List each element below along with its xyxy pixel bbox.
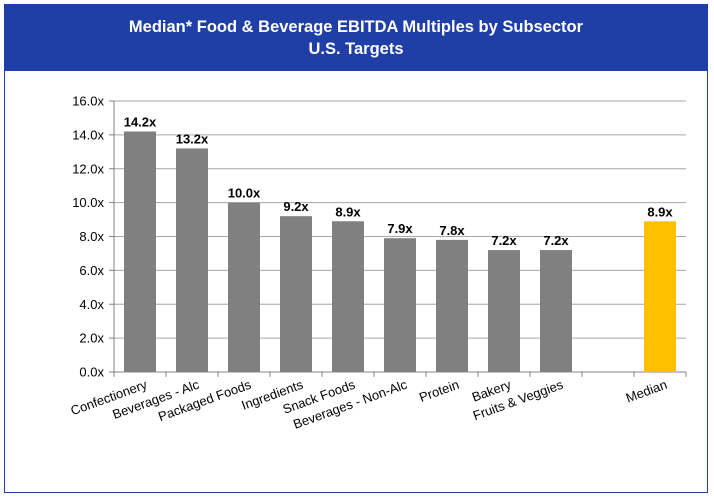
y-tick-label: 0.0x <box>79 365 104 380</box>
y-tick-label: 10.0x <box>72 195 104 210</box>
x-category-label: Protein <box>417 377 461 405</box>
y-tick-label: 6.0x <box>79 263 104 278</box>
y-tick-label: 14.0x <box>72 127 104 142</box>
data-label: 7.2x <box>543 233 569 248</box>
bar <box>488 250 520 372</box>
y-tick-label: 12.0x <box>72 161 104 176</box>
bar <box>332 221 364 372</box>
chart-title: Median* Food & Beverage EBITDA Multiples… <box>5 5 707 71</box>
bar <box>228 202 260 372</box>
median-bar <box>644 221 676 372</box>
data-label: 13.2x <box>176 131 209 146</box>
data-label: 8.9x <box>647 204 673 219</box>
bar <box>176 148 208 372</box>
chart-title-line-2: U.S. Targets <box>308 40 404 58</box>
data-label: 7.9x <box>387 221 413 236</box>
bar <box>436 239 468 372</box>
chart-frame: Median* Food & Beverage EBITDA Multiples… <box>4 4 708 493</box>
data-label: 7.8x <box>439 223 465 238</box>
data-label: 7.2x <box>491 233 517 248</box>
data-label: 14.2x <box>124 114 157 129</box>
bar <box>384 238 416 372</box>
data-label: 9.2x <box>283 199 309 214</box>
data-label: 10.0x <box>228 186 261 201</box>
y-tick-label: 8.0x <box>79 229 104 244</box>
bar <box>540 250 572 372</box>
data-label: 8.9x <box>335 204 361 219</box>
y-tick-label: 4.0x <box>79 297 104 312</box>
chart-title-line-1: Median* Food & Beverage EBITDA Multiples… <box>128 18 584 36</box>
bar <box>124 131 156 372</box>
x-category-label: Median <box>624 377 669 406</box>
bar <box>280 216 312 372</box>
y-tick-label: 2.0x <box>79 331 104 346</box>
y-tick-label: 16.0x <box>72 94 104 109</box>
